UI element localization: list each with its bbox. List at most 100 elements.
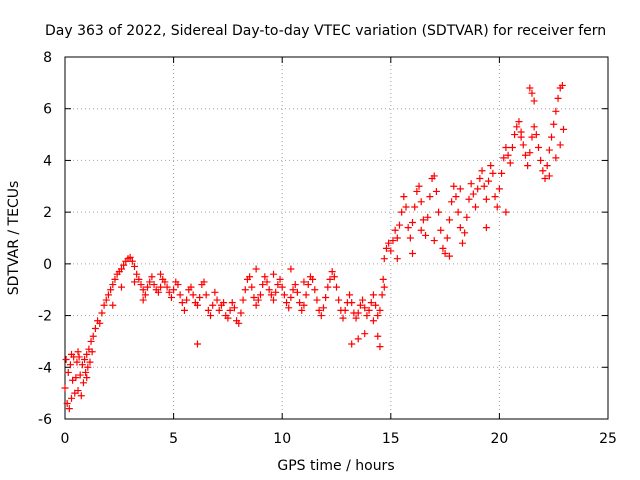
data-point: [465, 195, 473, 203]
data-point: [319, 304, 327, 312]
data-points: [61, 81, 567, 413]
data-point: [128, 257, 136, 265]
data-point: [530, 123, 538, 131]
data-point: [411, 203, 419, 211]
chart-title: Day 363 of 2022, Sidereal Day-to-day VTE…: [45, 23, 606, 39]
data-point: [541, 175, 549, 183]
data-point: [382, 244, 390, 252]
data-point: [89, 332, 97, 340]
y-tick-label: 4: [43, 153, 52, 169]
data-point: [309, 275, 317, 283]
data-point: [226, 306, 234, 314]
data-point: [141, 291, 149, 299]
data-point: [439, 244, 447, 252]
data-point: [335, 296, 343, 304]
data-point: [322, 293, 330, 301]
data-point: [280, 291, 288, 299]
data-point: [528, 89, 536, 97]
x-tick-label: 15: [382, 431, 400, 447]
data-point: [84, 363, 92, 371]
data-point: [376, 343, 384, 351]
data-point: [558, 81, 566, 89]
data-point: [157, 283, 165, 291]
data-point: [224, 314, 232, 322]
data-point: [302, 291, 310, 299]
data-point: [207, 312, 215, 320]
data-point: [456, 224, 464, 232]
data-point: [539, 167, 547, 175]
data-point: [74, 387, 82, 395]
data-point: [211, 288, 219, 296]
data-point: [293, 288, 301, 296]
data-point: [267, 291, 275, 299]
data-point: [72, 374, 80, 382]
data-point: [400, 193, 408, 201]
data-point: [498, 169, 506, 177]
data-point: [487, 162, 495, 170]
data-point: [96, 319, 104, 327]
data-point: [239, 296, 247, 304]
data-point: [285, 304, 293, 312]
data-point: [508, 144, 516, 151]
data-point: [534, 144, 542, 151]
data-point: [491, 193, 499, 201]
data-point: [117, 283, 125, 291]
data-point: [248, 283, 256, 291]
data-point: [393, 234, 401, 242]
data-point: [78, 361, 86, 369]
data-point: [506, 159, 514, 167]
data-point: [65, 405, 73, 413]
data-point: [167, 293, 175, 301]
data-point: [461, 229, 469, 237]
data-point: [254, 296, 262, 304]
data-point: [109, 301, 117, 309]
data-point: [341, 306, 349, 314]
data-point: [361, 304, 369, 312]
data-point: [83, 350, 91, 358]
data-point: [104, 291, 112, 299]
data-point: [61, 384, 69, 392]
x-tick-label: 0: [61, 431, 70, 447]
data-point: [389, 237, 397, 245]
data-point: [532, 131, 540, 139]
data-point: [458, 239, 466, 247]
data-point: [380, 283, 388, 291]
data-point: [107, 286, 115, 294]
data-point: [467, 180, 475, 188]
y-tick-label: 0: [43, 257, 52, 273]
data-point: [287, 293, 295, 301]
data-point: [426, 193, 434, 201]
data-point: [83, 374, 91, 382]
data-point: [376, 306, 384, 314]
data-point: [526, 84, 534, 92]
data-point: [64, 368, 72, 376]
data-point: [68, 350, 76, 358]
data-point: [157, 270, 165, 278]
data-point: [63, 399, 71, 407]
data-point: [117, 265, 125, 273]
data-point: [213, 296, 221, 304]
data-point: [317, 312, 325, 320]
data-point: [178, 299, 186, 307]
data-point: [131, 262, 139, 270]
data-point: [489, 169, 497, 177]
y-axis-label: SDTVAR / TECUs: [6, 181, 22, 296]
data-point: [504, 151, 512, 159]
data-point: [385, 239, 393, 247]
y-tick-label: 8: [43, 50, 52, 66]
data-point: [241, 286, 249, 294]
data-point: [333, 283, 340, 291]
data-point: [315, 306, 323, 314]
data-point: [548, 133, 556, 141]
data-point: [372, 301, 380, 309]
data-point: [287, 265, 295, 273]
data-point: [379, 275, 387, 283]
data-point: [237, 309, 245, 317]
data-point: [441, 250, 449, 258]
data-point: [180, 306, 188, 314]
data-point: [437, 226, 445, 234]
data-point: [395, 221, 403, 229]
data-point: [511, 131, 519, 139]
data-point: [530, 97, 538, 105]
data-point: [246, 273, 254, 281]
